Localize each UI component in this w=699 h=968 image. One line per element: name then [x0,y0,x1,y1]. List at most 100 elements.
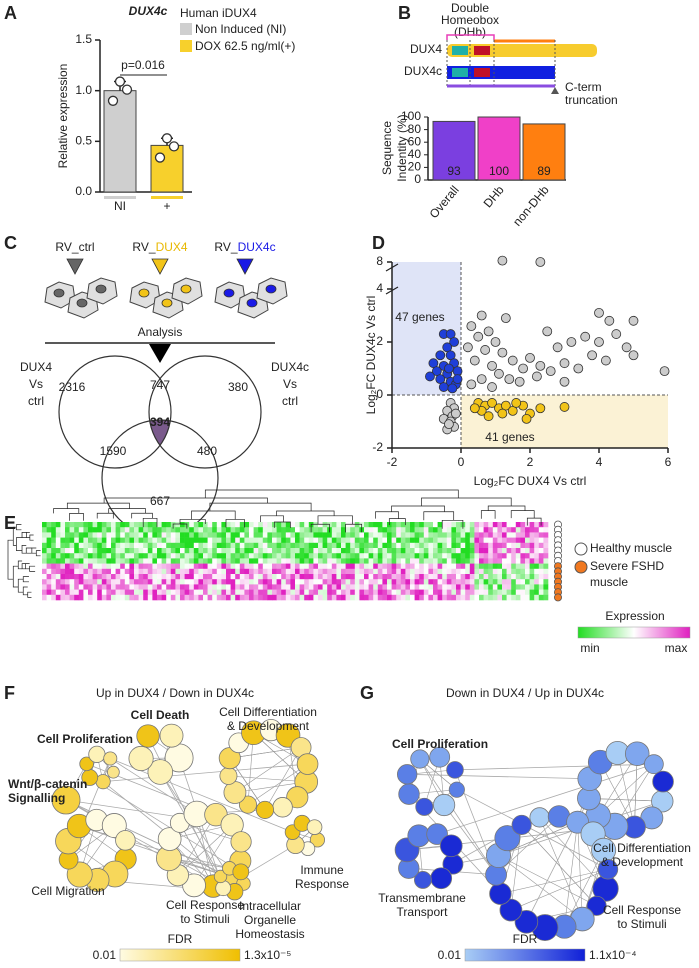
heatmap-cell [115,579,121,585]
heatmap-cell [474,542,480,549]
heatmap-cell [465,558,471,564]
heatmap-cell [258,568,264,575]
heatmap-cell [46,584,52,590]
heatmap-cell [111,558,116,564]
heatmap-cell [221,594,227,601]
heatmap-cell [318,574,323,580]
heatmap-cell [520,532,526,538]
heatmap-cell [88,568,93,575]
heatmap-cell [253,563,259,570]
scale-min: min [580,641,599,655]
heatmap-cell [469,579,475,585]
heatmap-cell [502,558,507,564]
heatmap-cell [419,594,425,601]
heatmap-cell [318,548,323,554]
heatmap-cell [189,553,195,559]
heatmap-cell [423,584,429,590]
heatmap-cell [115,542,121,549]
heatmap-cell [101,527,107,533]
heatmap-cell [543,527,549,533]
cluster-label: Cell Migration [31,884,104,898]
heatmap-cell [69,522,75,528]
heatmap-cell [198,532,204,538]
arrow [66,258,84,275]
heatmap-cell [138,522,144,528]
heatmap-cell [134,558,139,564]
heatmap-cell [469,553,475,559]
network-node [157,827,182,851]
heatmap-cell [170,579,176,585]
heatmap-cell [428,537,434,544]
heatmap-cell [106,553,112,559]
heatmap-cell [410,522,415,528]
network-node [446,761,464,779]
x-axis-label: Log₂FC DUX4 Vs ctrl [474,474,587,488]
legend-title: Human iDUX4 [180,6,257,20]
heatmap-cell [492,568,498,575]
heatmap-cell [502,548,507,554]
heatmap-cell [55,522,61,528]
heatmap-cell [364,542,369,549]
heatmap-cell [161,584,167,590]
heatmap-cell [249,584,254,590]
heatmap-cell [331,594,337,601]
heatmap-cell [203,553,208,559]
data-point [535,360,546,371]
heatmap-cell [354,537,360,544]
heatmap-cell [295,558,300,564]
heatmap-cell [46,532,52,538]
heatmap-cell [111,532,116,538]
data-point [466,321,477,332]
heatmap-cell [115,574,121,580]
network-node [306,819,323,835]
heatmap-cell [152,584,158,590]
heatmap-cell [46,537,52,544]
heatmap-cell [74,532,80,538]
heatmap-cell [377,594,383,601]
data-point [535,403,546,414]
heatmap-cell [488,527,494,533]
heatmap-cell [46,594,52,601]
heatmap-cell [446,532,452,538]
heatmap-cell [189,594,195,601]
heatmap-cell [295,548,300,554]
heatmap-cell [262,548,268,554]
heatmap-cell [354,563,360,570]
heatmap-cell [474,558,480,564]
heatmap-cell [239,563,245,570]
heatmap-cell [423,532,429,538]
heatmap-cell [253,568,259,575]
heatmap-cell [304,568,310,575]
heatmap-cell [446,553,452,559]
data-point [487,360,497,371]
heatmap-cell [341,563,346,570]
heatmap-cell [492,558,498,564]
heatmap-cell [373,553,379,559]
heatmap-cell [42,579,47,585]
dendrogram [276,510,335,516]
network-node [147,759,174,785]
network-node [79,756,94,772]
heatmap-cell [226,542,231,549]
cluster-label: Immune [300,863,344,877]
heatmap-cell [437,548,443,554]
heatmap-cell [433,548,438,554]
heatmap-cell [88,574,93,580]
heatmap-cell [212,553,218,559]
heatmap-cell [281,558,287,564]
heatmap-cell [479,574,484,580]
heatmap-cell [83,532,89,538]
heatmap-cell [419,537,425,544]
heatmap-cell [267,568,273,575]
network-node [397,764,418,785]
heatmap-cell [51,522,57,528]
cluster-label: Transport [397,905,449,919]
heatmap-cell [281,574,287,580]
heatmap-cell [437,584,443,590]
heatmap-cell [152,548,158,554]
data-point [473,331,484,342]
heatmap-cell [304,537,310,544]
heatmap-cell [92,532,98,538]
heatmap-cell [534,553,540,559]
cluster-label: Transmembrane [378,891,466,905]
